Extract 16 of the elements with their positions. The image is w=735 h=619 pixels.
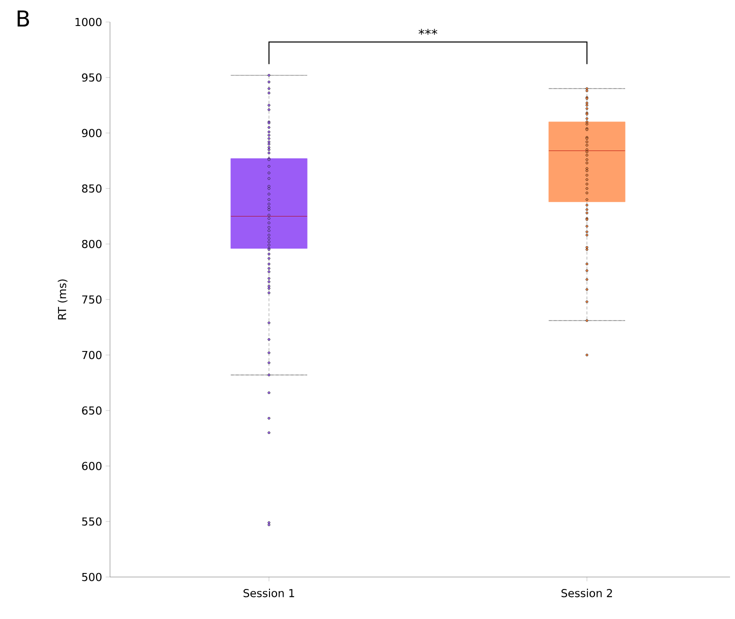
y-tick-label: 900 <box>82 128 102 138</box>
annotation: *** <box>418 28 438 35</box>
x-tick-label: Session 2 <box>562 588 612 598</box>
y-tick-label: 600 <box>82 462 102 470</box>
y-tick-label: 750 <box>82 295 102 304</box>
y-tick-label: 950 <box>82 73 102 82</box>
y-tick-label: 550 <box>82 517 102 526</box>
y-tick-label: 850 <box>82 184 102 193</box>
y-tick-label: 500 <box>82 572 102 582</box>
y-tick-label: 800 <box>82 240 102 248</box>
x-tick-label: Session 1 <box>244 588 294 598</box>
y-tick-label: 700 <box>82 350 102 360</box>
text: B <box>18 10 30 26</box>
y-tick-label: 1000 <box>76 18 102 26</box>
y-axis-title: RT (ms) <box>58 279 68 320</box>
y-tick-label: 650 <box>82 406 102 415</box>
